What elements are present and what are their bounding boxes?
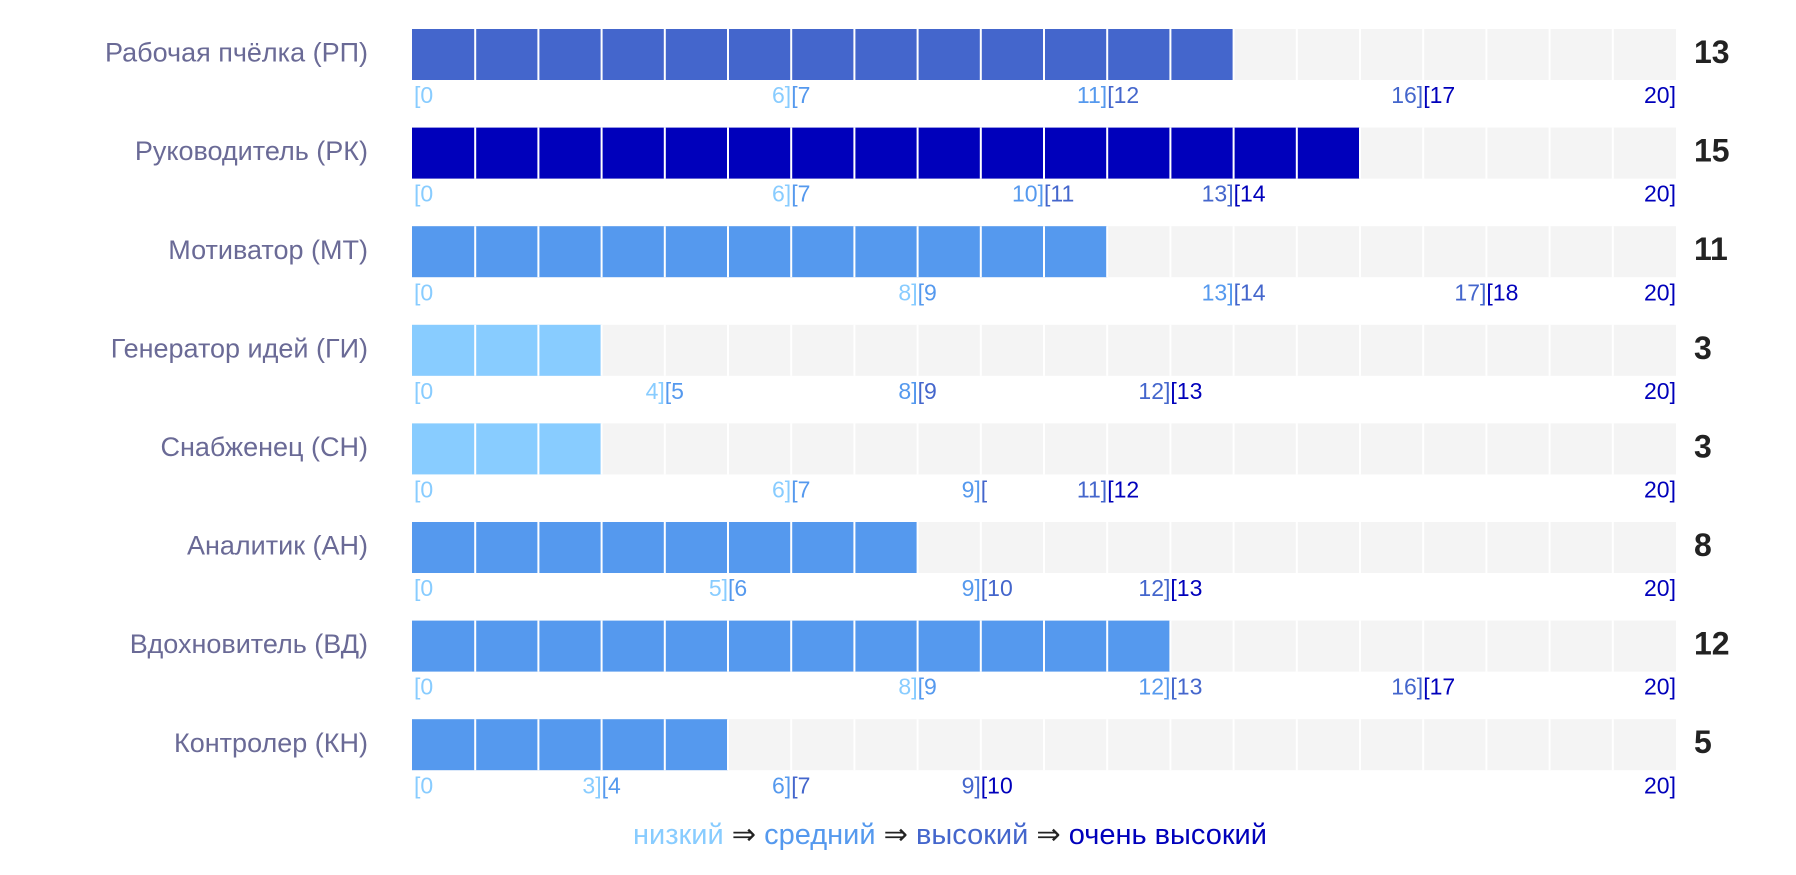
row-value: 5 [1694,724,1712,760]
range-end: 9] [962,772,981,798]
bar [412,127,1360,179]
legend-separator: ⇒ [884,819,908,851]
range-end: 4] [646,378,665,404]
row-value: 3 [1694,330,1712,366]
range-start: [0 [414,476,433,502]
range-start: [11 [1044,181,1074,207]
row-value: 3 [1694,428,1712,464]
range-end: 17] [1454,279,1486,305]
row-label: Руководитель (РК) [135,136,368,166]
range-start: [13 [1170,674,1202,700]
range-end: 20] [1644,82,1676,108]
range-start: [14 [1234,181,1266,207]
range-start: [5 [665,378,684,404]
range-end: 12] [1138,378,1170,404]
range-end: 6] [772,82,791,108]
legend-item: высокий [916,819,1028,851]
row-label: Аналитик (АН) [187,531,368,561]
bar [412,226,1108,278]
range-start: [0 [414,82,433,108]
bar [412,324,602,376]
range-start: [7 [791,476,810,502]
range-end: 11] [1077,476,1107,502]
range-end: 20] [1644,674,1676,700]
range-start: [10 [981,772,1013,798]
row-label: Контролер (КН) [174,728,368,758]
range-start: [7 [791,772,810,798]
range-start: [0 [414,674,433,700]
range-start: [13 [1170,575,1202,601]
range-end: 16] [1391,82,1423,108]
row-label: Рабочая пчёлка (РП) [105,38,368,68]
legend-separator: ⇒ [732,819,756,851]
range-start: [9 [918,378,937,404]
range-end: 9] [962,476,981,502]
range-end: 12] [1138,674,1170,700]
range-start: [18 [1486,279,1518,305]
range-start: [9 [918,279,937,305]
legend-item: средний [764,819,875,851]
range-start: [12 [1107,82,1139,108]
range-start: [10 [981,575,1013,601]
range-start: [6 [728,575,747,601]
range-start: [17 [1423,674,1455,700]
row-value: 15 [1694,133,1730,169]
range-end: 16] [1391,674,1423,700]
range-start: [7 [791,181,810,207]
range-start: [14 [1234,279,1266,305]
range-start: [13 [1170,378,1202,404]
range-end: 11] [1077,82,1107,108]
range-end: 9] [962,575,981,601]
range-end: 12] [1138,575,1170,601]
row-value: 12 [1694,626,1730,662]
range-end: 8] [898,674,917,700]
range-end: 20] [1644,181,1676,207]
row-value: 11 [1694,231,1728,267]
range-end: 20] [1644,772,1676,798]
range-start: [0 [414,772,433,798]
range-end: 20] [1644,279,1676,305]
row-label: Генератор идей (ГИ) [111,333,368,363]
range-start: [0 [414,181,433,207]
range-end: 8] [898,279,917,305]
range-end: 3] [582,772,601,798]
range-end: 20] [1644,575,1676,601]
row-value: 8 [1694,527,1712,563]
legend-item: низкий [633,819,724,851]
bar [412,29,1234,80]
legend-item: очень высокий [1069,819,1267,851]
range-start: [12 [1107,476,1139,502]
range-end: 13] [1202,279,1234,305]
row-label: Снабженец (СН) [160,432,368,462]
range-end: 5] [709,575,728,601]
range-end: 8] [898,378,917,404]
range-start: [17 [1423,82,1455,108]
range-start: [0 [414,575,433,601]
range-end: 20] [1644,476,1676,502]
row-value: 13 [1694,34,1730,70]
range-start: [0 [414,378,433,404]
legend-separator: ⇒ [1036,819,1060,851]
range-start: [9 [918,674,937,700]
range-end: 6] [772,772,791,798]
range-start: [4 [602,772,621,798]
range-end: 10] [1012,181,1044,207]
bar [412,719,728,771]
range-end: 20] [1644,378,1676,404]
row-label: Вдохновитель (ВД) [130,629,368,659]
range-end: 6] [772,181,791,207]
range-end: 6] [772,476,791,502]
legend: низкий ⇒ средний ⇒ высокий ⇒ очень высок… [633,819,1267,851]
range-start: [ [981,476,988,502]
range-start: [0 [414,279,433,305]
row-label: Мотиватор (МТ) [168,235,368,265]
bar [412,423,602,475]
range-start: [7 [791,82,810,108]
range-end: 13] [1202,181,1234,207]
